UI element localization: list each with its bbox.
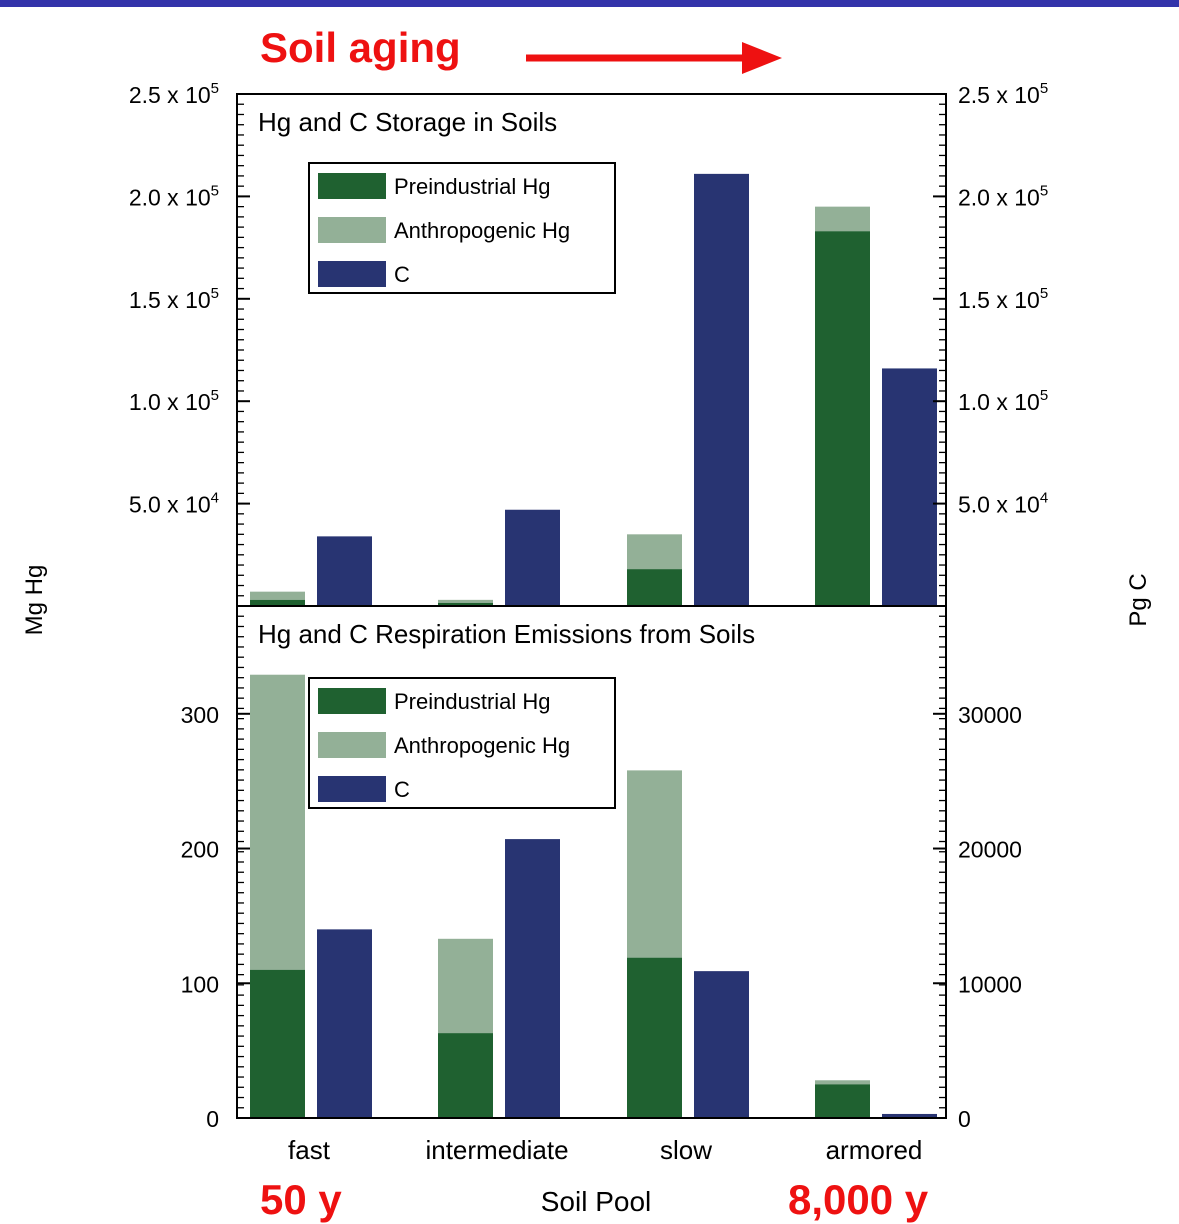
bar-carbon-armored — [882, 1113, 937, 1118]
left-tick-label: 1.5 x 105 — [129, 285, 219, 313]
bar-anthropogenic-hg-slow — [627, 770, 682, 958]
legend-swatch — [318, 173, 386, 199]
bar-anthropogenic-hg-armored — [815, 1080, 870, 1085]
panel-emissions: Hg and C Respiration Emissions from Soil… — [236, 605, 947, 1119]
right-tick-label: 30000 — [958, 702, 1022, 728]
bar-carbon-fast — [317, 929, 372, 1118]
left-tick-label: 200 — [181, 837, 219, 863]
legend-swatch — [318, 217, 386, 243]
fast-age-label: 50 y — [260, 1176, 342, 1223]
bar-anthropogenic-hg-fast — [250, 591, 305, 600]
right-tick-label: 20000 — [958, 837, 1022, 863]
bar-anthropogenic-hg-armored — [815, 206, 870, 232]
left-tick-label: 2.5 x 105 — [129, 80, 219, 108]
legend-swatch — [318, 261, 386, 287]
legend-swatch — [318, 732, 386, 758]
x-tick-label-intermediate: intermediate — [425, 1135, 568, 1165]
x-axis-label: Soil Pool — [541, 1186, 652, 1217]
bar-anthropogenic-hg-intermediate — [438, 938, 493, 1034]
right-tick-label: 2.5 x 105 — [958, 80, 1048, 108]
bar-anthropogenic-hg-slow — [627, 534, 682, 570]
bar-preindustrial-hg-intermediate — [438, 1033, 493, 1118]
x-tick-label-fast: fast — [288, 1135, 331, 1165]
x-tick-label-armored: armored — [826, 1135, 923, 1165]
right-tick-label: 0 — [958, 1106, 971, 1132]
x-tick-label-slow: slow — [660, 1135, 712, 1165]
bar-preindustrial-hg-armored — [815, 231, 870, 606]
bar-preindustrial-hg-intermediate — [438, 602, 493, 606]
bar-anthropogenic-hg-intermediate — [438, 599, 493, 603]
legend-entry: Preindustrial Hg — [394, 174, 551, 199]
bar-carbon-intermediate — [505, 509, 560, 606]
legend-entry: Preindustrial Hg — [394, 689, 551, 714]
right-tick-label: 5.0 x 104 — [958, 490, 1048, 518]
left-tick-label: 100 — [181, 971, 219, 997]
bar-carbon-armored — [882, 368, 937, 606]
bar-carbon-slow — [694, 971, 749, 1118]
right-tick-label: 2.0 x 105 — [958, 182, 1048, 210]
bar-carbon-intermediate — [505, 839, 560, 1118]
soil-aging-arrow — [526, 42, 782, 74]
soil-aging-label: Soil aging — [260, 24, 461, 71]
top-accent-bar — [0, 0, 1179, 7]
bar-anthropogenic-hg-fast — [250, 674, 305, 970]
panel-storage: Hg and C Storage in Soils Preindustrial H… — [236, 93, 947, 607]
armored-age-label: 8,000 y — [788, 1176, 929, 1223]
bar-preindustrial-hg-armored — [815, 1084, 870, 1118]
left-tick-label: 2.0 x 105 — [129, 182, 219, 210]
right-y-axis-label: Pg C — [1125, 573, 1152, 626]
legend-entry: Anthropogenic Hg — [394, 733, 570, 758]
panel-title: Hg and C Respiration Emissions from Soil… — [258, 619, 755, 649]
legend-entry: C — [394, 777, 410, 802]
right-tick-label: 1.5 x 105 — [958, 285, 1048, 313]
left-tick-label: 0 — [206, 1106, 219, 1132]
bar-preindustrial-hg-slow — [627, 957, 682, 1118]
bar-preindustrial-hg-fast — [250, 969, 305, 1118]
legend-swatch — [318, 688, 386, 714]
left-tick-label: 1.0 x 105 — [129, 387, 219, 415]
bar-carbon-fast — [317, 536, 372, 606]
left-tick-label: 5.0 x 104 — [129, 490, 219, 518]
panel-title: Hg and C Storage in Soils — [258, 107, 557, 137]
right-tick-label: 10000 — [958, 971, 1022, 997]
left-tick-label: 300 — [181, 702, 219, 728]
legend-swatch — [318, 776, 386, 802]
legend-entry: C — [394, 262, 410, 287]
bar-preindustrial-hg-slow — [627, 569, 682, 606]
legend-entry: Anthropogenic Hg — [394, 218, 570, 243]
bar-preindustrial-hg-fast — [250, 599, 305, 606]
left-y-axis-label: Mg Hg — [21, 565, 48, 636]
right-tick-label: 1.0 x 105 — [958, 387, 1048, 415]
bar-carbon-slow — [694, 173, 749, 606]
